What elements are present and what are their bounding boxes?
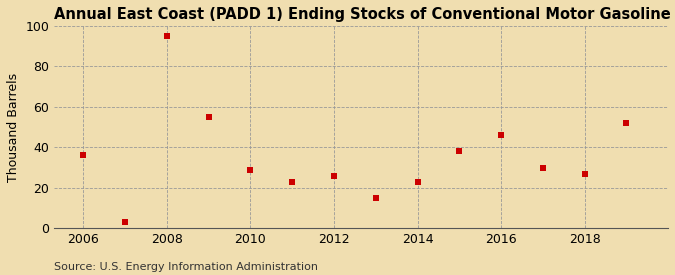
Point bbox=[537, 165, 548, 170]
Point bbox=[495, 133, 506, 137]
Point bbox=[120, 220, 131, 224]
Point bbox=[579, 171, 590, 176]
Point bbox=[621, 121, 632, 125]
Point bbox=[161, 34, 172, 38]
Point bbox=[245, 167, 256, 172]
Point bbox=[203, 115, 214, 119]
Point bbox=[412, 180, 423, 184]
Point bbox=[78, 153, 89, 158]
Point bbox=[287, 180, 298, 184]
Point bbox=[371, 196, 381, 200]
Text: Source: U.S. Energy Information Administration: Source: U.S. Energy Information Administ… bbox=[54, 262, 318, 272]
Y-axis label: Thousand Barrels: Thousand Barrels bbox=[7, 73, 20, 182]
Point bbox=[329, 174, 340, 178]
Text: Annual East Coast (PADD 1) Ending Stocks of Conventional Motor Gasoline with Fue: Annual East Coast (PADD 1) Ending Stocks… bbox=[54, 7, 675, 22]
Point bbox=[454, 149, 464, 153]
